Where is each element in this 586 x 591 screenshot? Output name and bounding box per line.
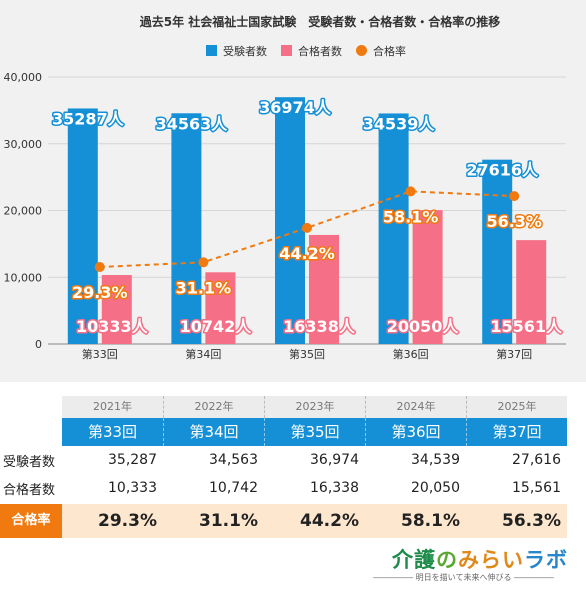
pass-rate-row-label: 合格率 (0, 504, 62, 538)
year-header-row: 2021年 2022年 2023年 2024年 2025年 (62, 396, 567, 418)
pass-rate-data-label: 31.1% (176, 278, 232, 297)
examinees-cell: 34,563 (209, 452, 258, 468)
brand-part: ラボ (524, 548, 568, 572)
x-tick-label: 第37回 (496, 347, 532, 361)
pass-rate-cell: 58.1% (401, 511, 460, 531)
data-table: 2021年 2022年 2023年 2024年 2025年 第33回 第34回 … (0, 382, 586, 591)
passers-row: 合格者数 10,333 10,742 16,338 20,050 15,561 (0, 474, 586, 502)
bar (67, 108, 98, 344)
x-tick-label: 第36回 (393, 347, 429, 361)
legend-swatch (281, 45, 292, 56)
chart-title: 過去5年 社会福祉士国家試験 受験者数・合格者数・合格率の推移 (139, 14, 501, 29)
examinees-data-label: 35287人 (52, 109, 125, 128)
pass-rate-point (509, 191, 520, 202)
brand-logo: 介護のみらいラボ ――――― 明日を描いて未来へ伸びる ――――― (373, 544, 568, 586)
bar (378, 113, 409, 344)
passers-cell: 10,333 (108, 480, 157, 496)
legend-label: 合格者数 (298, 44, 342, 58)
pass-rate-cell: 44.2% (300, 511, 359, 531)
passers-data-label: 20050人 (387, 317, 460, 336)
y-tick-label: 30,000 (4, 138, 43, 151)
y-tick-label: 10,000 (4, 271, 43, 284)
bar (101, 275, 132, 344)
passers-data-label: 10333人 (76, 317, 149, 336)
pass-rate-point (198, 257, 209, 268)
round-cell: 第34回 (163, 418, 264, 446)
y-tick-label: 40,000 (4, 71, 43, 84)
bar (309, 234, 339, 344)
year-cell: 2023年 (264, 396, 365, 418)
y-tick-label: 20,000 (4, 205, 43, 218)
bar (482, 159, 513, 344)
round-cell: 第36回 (365, 418, 466, 446)
bar (205, 272, 236, 344)
x-tick-label: 第33回 (82, 347, 118, 361)
y-tick-label: 0 (35, 338, 42, 351)
round-cell: 第37回 (466, 418, 567, 446)
pass-rate-data-label: 44.2% (279, 244, 335, 263)
pass-rate-point (405, 186, 416, 197)
year-cell: 2021年 (93, 400, 132, 413)
pass-rate-row: 合格率 29.3% 31.1% 44.2% 58.1% 56.3% (0, 504, 567, 538)
examinees-data-label: 36974人 (259, 98, 332, 117)
pass-rate-data-label: 56.3% (486, 212, 542, 231)
pass-rate-data-label: 58.1% (383, 207, 439, 226)
pass-rate-cell: 56.3% (502, 511, 561, 531)
pass-rate-point (94, 262, 105, 273)
legend-swatch (356, 45, 367, 56)
passers-data-label: 16338人 (283, 317, 356, 336)
legend-label: 合格率 (373, 44, 406, 58)
passers-data-label: 10742人 (180, 317, 253, 336)
pass-rate-cell: 31.1% (199, 511, 258, 531)
examinees-cell: 34,539 (411, 452, 460, 468)
pass-rate-data-label: 29.3% (72, 283, 128, 302)
examinees-cell: 35,287 (108, 452, 157, 468)
brand-part: 介護 (392, 548, 436, 572)
year-cell: 2022年 (163, 396, 264, 418)
examinees-row-label: 受験者数 (3, 454, 56, 470)
examinees-data-label: 34563人 (156, 114, 229, 133)
legend-swatch (206, 45, 217, 56)
x-tick-label: 第34回 (185, 347, 221, 361)
bar (275, 97, 305, 344)
examinees-data-label: 34539人 (363, 114, 436, 133)
round-cell: 第33回 (87, 423, 138, 441)
examinees-cell: 36,974 (310, 452, 359, 468)
passers-cell: 16,338 (310, 480, 359, 496)
examinees-row: 受験者数 35,287 34,563 36,974 34,539 27,616 (0, 446, 586, 474)
round-header-row: 第33回 第34回 第35回 第36回 第37回 (62, 418, 567, 446)
pass-rate-point (302, 222, 312, 233)
examinees-cell: 27,616 (512, 452, 561, 468)
passers-row-label: 合格者数 (3, 482, 56, 498)
brand-name: 介護のみらいラボ (392, 544, 568, 574)
passers-cell: 10,742 (209, 480, 258, 496)
passers-data-label: 15561人 (490, 317, 563, 336)
year-cell: 2025年 (466, 396, 567, 418)
bar (171, 113, 202, 344)
round-cell: 第35回 (264, 418, 365, 446)
brand-tagline: ――――― 明日を描いて未来へ伸びる ――――― (373, 573, 554, 582)
brand-part: の (436, 548, 458, 572)
legend-label: 受験者数 (223, 44, 267, 58)
passers-cell: 15,561 (512, 480, 561, 496)
bar (516, 240, 547, 344)
bar (412, 210, 443, 344)
passers-cell: 20,050 (411, 480, 460, 496)
x-tick-label: 第35回 (289, 347, 325, 361)
examinees-data-label: 27616人 (466, 161, 539, 180)
brand-part: みらい (458, 548, 524, 572)
chart-panel: 過去5年 社会福祉士国家試験 受験者数・合格者数・合格率の推移受験者数 合格者数 合… (0, 0, 586, 382)
pass-rate-cell: 29.3% (98, 511, 157, 531)
year-cell: 2024年 (365, 396, 466, 418)
